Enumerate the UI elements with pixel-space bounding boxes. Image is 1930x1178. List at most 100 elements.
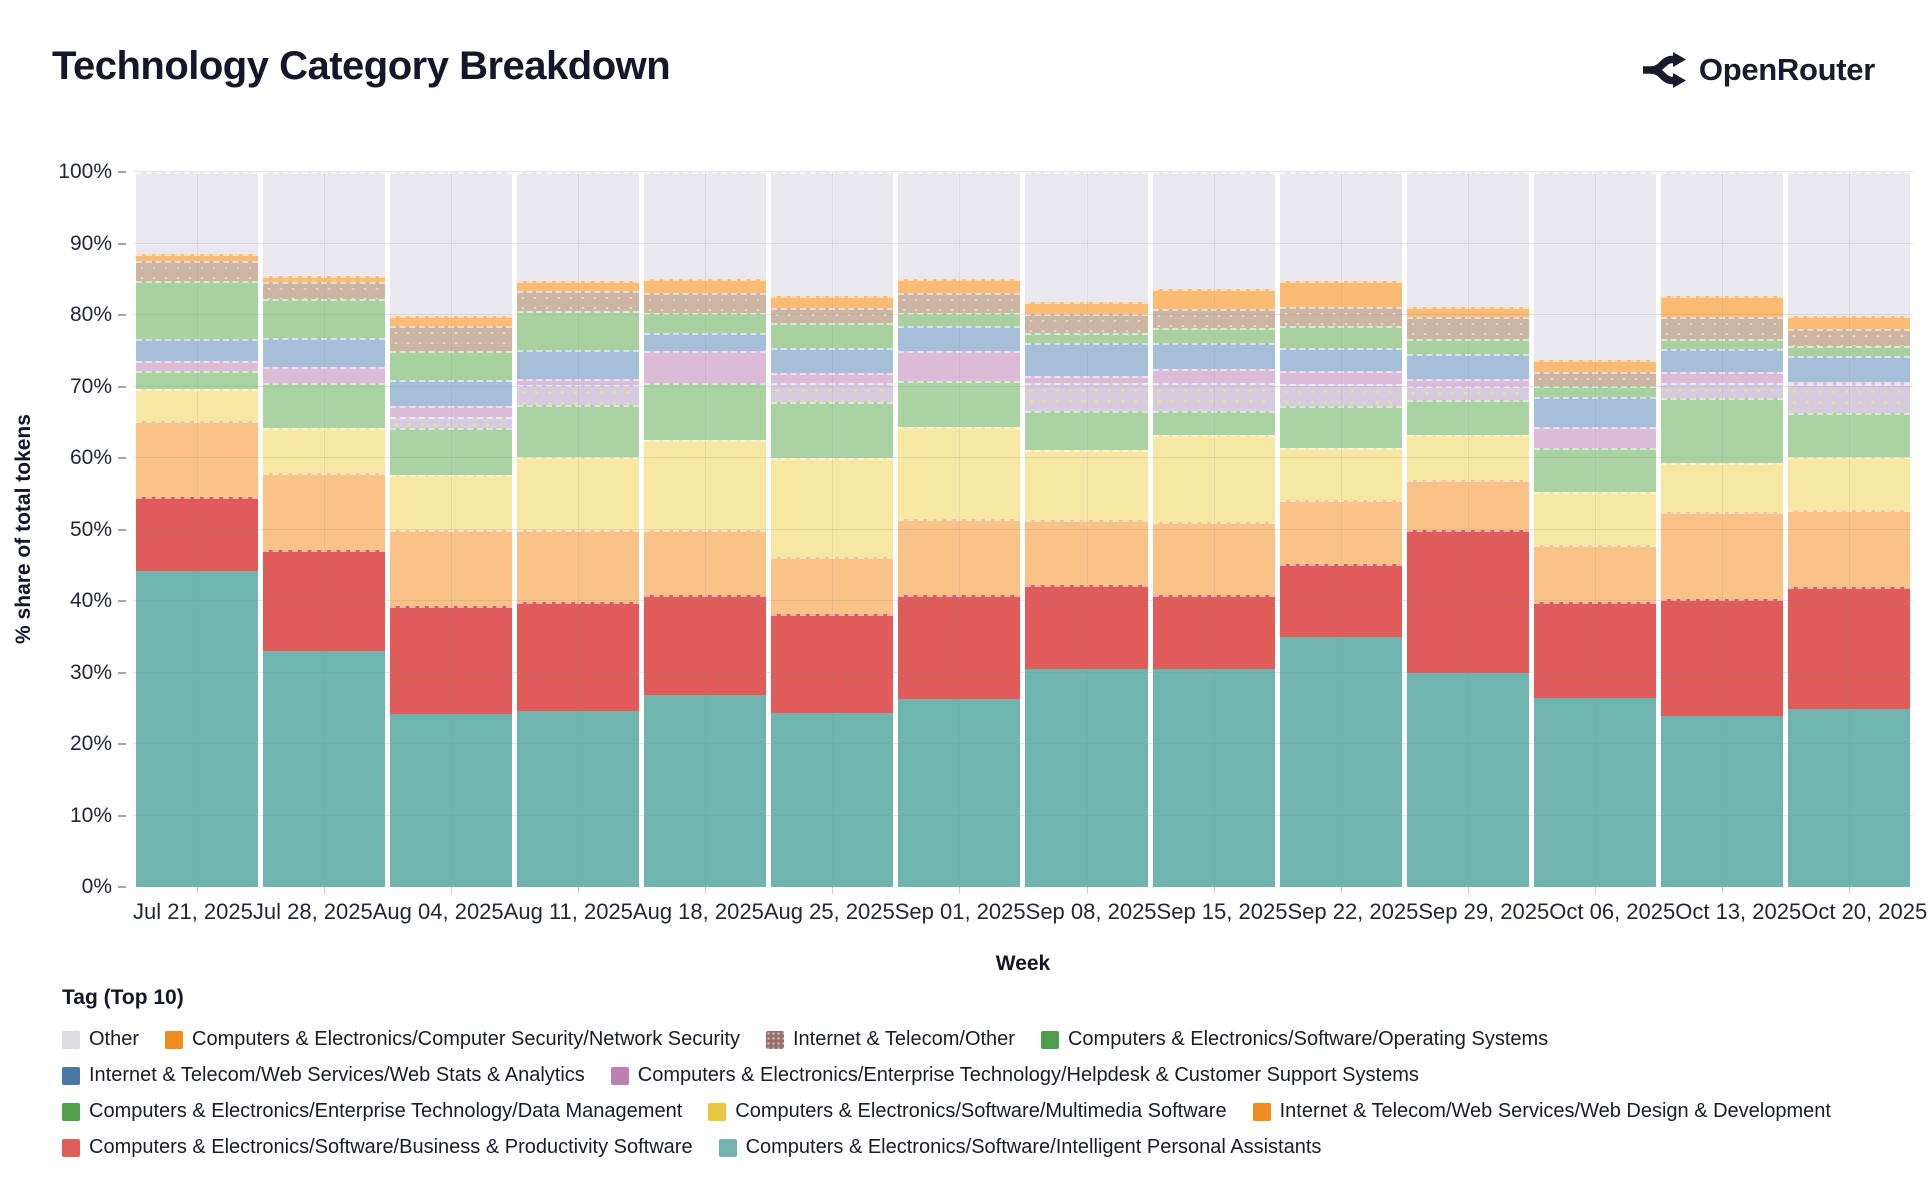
segment-business-productivity[interactable]: [1025, 584, 1148, 669]
segment-other[interactable]: [1406, 172, 1530, 307]
segment-business-productivity[interactable]: [1152, 595, 1275, 669]
segment-other[interactable]: [262, 172, 385, 276]
segment-network-security[interactable]: [135, 253, 258, 261]
segment-web-stats-analytics[interactable]: [262, 337, 385, 367]
segment-data-management[interactable]: [771, 401, 894, 459]
segment-web-design-development[interactable]: [1279, 500, 1402, 564]
segment-personal-assistants[interactable]: [1279, 636, 1402, 887]
segment-internet-telecom-other[interactable]: [898, 292, 1021, 313]
segment-multimedia-software[interactable]: [516, 456, 640, 531]
segment-web-stats-analytics[interactable]: [516, 350, 640, 379]
segment-network-security[interactable]: [1152, 289, 1275, 309]
segment-helpdesk-support[interactable]: [1661, 372, 1784, 383]
segment-data-management[interactable]: [644, 382, 767, 441]
segment-internet-telecom-other[interactable]: [262, 282, 385, 300]
segment-helpdesk-support[interactable]: [262, 366, 385, 383]
segment-other[interactable]: [771, 172, 894, 296]
segment-network-security[interactable]: [1406, 306, 1530, 317]
segment-unlabeled-dotted[interactable]: [1788, 384, 1911, 413]
segment-web-stats-analytics[interactable]: [389, 380, 512, 406]
segment-helpdesk-support[interactable]: [644, 350, 767, 383]
segment-web-design-development[interactable]: [135, 420, 258, 497]
segment-helpdesk-support[interactable]: [1025, 375, 1148, 383]
segment-internet-telecom-other[interactable]: [1406, 316, 1530, 340]
segment-personal-assistants[interactable]: [516, 711, 640, 887]
segment-business-productivity[interactable]: [262, 550, 385, 652]
segment-data-management[interactable]: [1661, 397, 1784, 464]
segment-data-management[interactable]: [389, 428, 512, 476]
segment-personal-assistants[interactable]: [644, 695, 767, 887]
segment-network-security[interactable]: [1788, 315, 1911, 329]
legend-item-internet-telecom-other[interactable]: Internet & Telecom/Other: [766, 1028, 1015, 1051]
segment-other[interactable]: [644, 172, 767, 280]
segment-other[interactable]: [1534, 172, 1657, 361]
segment-multimedia-software[interactable]: [1279, 448, 1402, 501]
segment-internet-telecom-other[interactable]: [1025, 314, 1148, 333]
segment-helpdesk-support[interactable]: [771, 372, 894, 383]
segment-helpdesk-support[interactable]: [1406, 378, 1530, 386]
segment-personal-assistants[interactable]: [1406, 672, 1530, 887]
segment-network-security[interactable]: [771, 295, 894, 308]
segment-other[interactable]: [898, 172, 1021, 280]
segment-operating-systems[interactable]: [771, 322, 894, 348]
segment-helpdesk-support[interactable]: [1279, 370, 1402, 384]
segment-operating-systems[interactable]: [1406, 339, 1530, 355]
segment-internet-telecom-other[interactable]: [135, 260, 258, 281]
segment-helpdesk-support[interactable]: [1788, 382, 1911, 385]
segment-web-design-development[interactable]: [644, 530, 767, 596]
segment-other[interactable]: [1788, 172, 1911, 316]
segment-network-security[interactable]: [262, 275, 385, 283]
segment-other[interactable]: [135, 172, 258, 254]
segment-other[interactable]: [1661, 172, 1784, 296]
segment-personal-assistants[interactable]: [1661, 716, 1784, 887]
segment-business-productivity[interactable]: [644, 595, 767, 696]
segment-helpdesk-support[interactable]: [516, 378, 640, 386]
segment-other[interactable]: [1279, 172, 1402, 281]
segment-web-stats-analytics[interactable]: [1788, 355, 1911, 383]
segment-personal-assistants[interactable]: [1025, 668, 1148, 887]
segment-personal-assistants[interactable]: [1534, 698, 1657, 887]
segment-unlabeled-dotted[interactable]: [1279, 383, 1402, 406]
segment-multimedia-software[interactable]: [1406, 435, 1530, 481]
segment-unlabeled-dotted[interactable]: [1661, 382, 1784, 398]
segment-business-productivity[interactable]: [135, 496, 258, 571]
segment-data-management[interactable]: [262, 382, 385, 428]
segment-other[interactable]: [389, 172, 512, 316]
segment-internet-telecom-other[interactable]: [644, 292, 767, 313]
segment-web-design-development[interactable]: [771, 556, 894, 614]
legend-item-personal-assistants[interactable]: Computers & Electronics/Software/Intelli…: [718, 1136, 1321, 1159]
segment-other[interactable]: [1152, 172, 1275, 290]
segment-web-design-development[interactable]: [1788, 510, 1911, 587]
segment-unlabeled-dotted[interactable]: [1406, 385, 1530, 401]
segment-internet-telecom-other[interactable]: [1534, 372, 1657, 386]
segment-web-stats-analytics[interactable]: [135, 338, 258, 361]
legend-item-business-productivity[interactable]: Computers & Electronics/Software/Busines…: [62, 1136, 693, 1159]
segment-helpdesk-support[interactable]: [1534, 426, 1657, 449]
segment-web-stats-analytics[interactable]: [771, 347, 894, 373]
segment-web-stats-analytics[interactable]: [898, 325, 1021, 351]
segment-business-productivity[interactable]: [771, 613, 894, 713]
segment-operating-systems[interactable]: [1025, 332, 1148, 343]
segment-personal-assistants[interactable]: [135, 570, 258, 887]
segment-unlabeled-dotted[interactable]: [1152, 382, 1275, 411]
segment-personal-assistants[interactable]: [1788, 708, 1911, 887]
segment-web-design-development[interactable]: [389, 530, 512, 607]
legend-item-multimedia-software[interactable]: Computers & Electronics/Software/Multime…: [708, 1100, 1227, 1123]
segment-multimedia-software[interactable]: [898, 426, 1021, 519]
segment-data-management[interactable]: [898, 380, 1021, 427]
segment-internet-telecom-other[interactable]: [1661, 316, 1784, 340]
segment-business-productivity[interactable]: [1406, 530, 1530, 673]
segment-network-security[interactable]: [644, 279, 767, 293]
segment-business-productivity[interactable]: [1534, 601, 1657, 699]
segment-business-productivity[interactable]: [898, 595, 1021, 699]
segment-personal-assistants[interactable]: [898, 698, 1021, 887]
segment-multimedia-software[interactable]: [771, 458, 894, 557]
segment-multimedia-software[interactable]: [644, 440, 767, 531]
legend-item-web-design-development[interactable]: Internet & Telecom/Web Services/Web Desi…: [1252, 1100, 1831, 1123]
segment-network-security[interactable]: [516, 280, 640, 291]
segment-operating-systems[interactable]: [1534, 385, 1657, 398]
segment-operating-systems[interactable]: [644, 312, 767, 333]
segment-data-management[interactable]: [1025, 410, 1148, 451]
segment-operating-systems[interactable]: [516, 310, 640, 351]
segment-network-security[interactable]: [1534, 360, 1657, 373]
